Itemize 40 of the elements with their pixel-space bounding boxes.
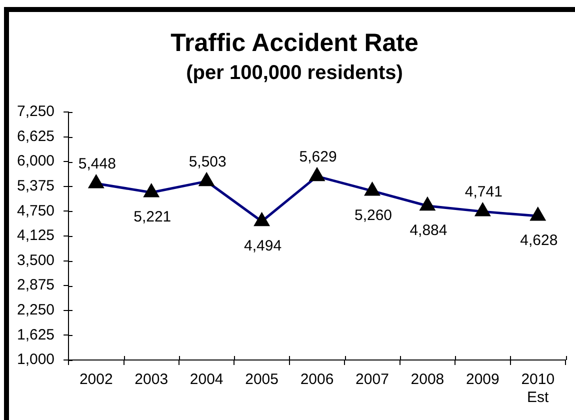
y-tick-label: 3,500 bbox=[16, 252, 55, 269]
point bbox=[309, 167, 325, 182]
point bbox=[420, 196, 436, 211]
point bbox=[88, 174, 104, 188]
x-tick-label: 2007 bbox=[356, 371, 389, 388]
y-tick-label: 2,250 bbox=[16, 302, 55, 319]
x-tick-label: 2009 bbox=[466, 371, 500, 388]
y-tick-label: 1,000 bbox=[16, 351, 55, 368]
point bbox=[144, 184, 160, 198]
data-label: 5,629 bbox=[299, 148, 337, 166]
x-tick-label: 2002 bbox=[79, 371, 113, 388]
x-tick-label: 2005 bbox=[245, 371, 278, 388]
point bbox=[364, 182, 380, 196]
data-label: 5,448 bbox=[78, 156, 116, 173]
data-label: 4,494 bbox=[244, 238, 282, 254]
x-tick-label: 2004 bbox=[190, 371, 224, 388]
x-tick-label: 2006 bbox=[300, 371, 334, 388]
point bbox=[474, 202, 491, 216]
y-tick-label: 1,625 bbox=[16, 326, 55, 344]
y-tick-label: 6,625 bbox=[16, 128, 55, 145]
chart-title: Traffic Accident Rate bbox=[170, 29, 418, 57]
y-tick-label: 6,000 bbox=[16, 152, 55, 170]
y-tick-label: 7,250 bbox=[16, 103, 55, 120]
data-label: 5,260 bbox=[354, 207, 392, 224]
data-label: 5,503 bbox=[188, 153, 226, 170]
data-label: 4,628 bbox=[520, 232, 558, 250]
point bbox=[254, 212, 270, 226]
point bbox=[198, 172, 214, 186]
x-tick-label: 2010 Est bbox=[521, 371, 555, 406]
y-tick-label: 2,875 bbox=[16, 276, 55, 294]
data-label: 4,884 bbox=[410, 222, 448, 240]
y-tick-label: 4,125 bbox=[16, 227, 55, 244]
y-tick-label: 4,750 bbox=[16, 202, 55, 220]
data-label: 4,741 bbox=[464, 184, 502, 201]
chart-subtitle: (per 100,000 residents) bbox=[186, 62, 403, 84]
y-tick-label: 5,375 bbox=[16, 178, 55, 195]
x-tick-label: 2003 bbox=[134, 371, 168, 388]
data-label: 5,221 bbox=[134, 208, 172, 226]
x-tick-label: 2008 bbox=[410, 371, 444, 388]
point bbox=[530, 207, 546, 221]
